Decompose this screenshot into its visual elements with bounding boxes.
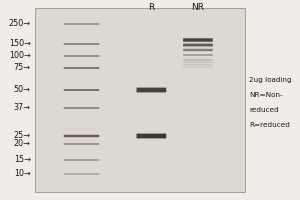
FancyBboxPatch shape xyxy=(64,135,99,137)
Text: 2ug loading: 2ug loading xyxy=(249,77,292,83)
Text: 10→: 10→ xyxy=(14,170,31,178)
FancyBboxPatch shape xyxy=(183,49,213,51)
FancyBboxPatch shape xyxy=(183,64,213,66)
FancyBboxPatch shape xyxy=(64,143,99,145)
FancyBboxPatch shape xyxy=(64,67,99,69)
FancyBboxPatch shape xyxy=(183,59,213,61)
FancyBboxPatch shape xyxy=(64,89,99,91)
FancyBboxPatch shape xyxy=(64,43,99,45)
Text: NR: NR xyxy=(191,3,204,12)
FancyBboxPatch shape xyxy=(183,66,213,68)
FancyBboxPatch shape xyxy=(183,38,213,42)
Text: 37→: 37→ xyxy=(14,104,31,112)
FancyBboxPatch shape xyxy=(64,159,99,161)
FancyBboxPatch shape xyxy=(64,173,99,175)
Text: 25→: 25→ xyxy=(14,132,31,140)
FancyBboxPatch shape xyxy=(183,62,213,63)
FancyBboxPatch shape xyxy=(64,55,99,57)
Text: R=reduced: R=reduced xyxy=(249,122,290,128)
Text: 250→: 250→ xyxy=(9,20,31,28)
Text: 150→: 150→ xyxy=(9,40,31,48)
Text: 15→: 15→ xyxy=(14,156,31,164)
Text: 75→: 75→ xyxy=(14,64,31,72)
FancyBboxPatch shape xyxy=(183,44,213,46)
Text: R: R xyxy=(148,3,154,12)
Text: reduced: reduced xyxy=(249,107,279,113)
FancyBboxPatch shape xyxy=(183,54,213,56)
FancyBboxPatch shape xyxy=(136,88,166,92)
FancyBboxPatch shape xyxy=(64,23,99,25)
Text: 50→: 50→ xyxy=(14,85,31,94)
FancyBboxPatch shape xyxy=(35,8,244,192)
FancyBboxPatch shape xyxy=(136,134,166,138)
Text: 20→: 20→ xyxy=(14,140,31,148)
Text: NR=Non-: NR=Non- xyxy=(249,92,283,98)
FancyBboxPatch shape xyxy=(64,107,99,109)
Text: 100→: 100→ xyxy=(9,51,31,60)
